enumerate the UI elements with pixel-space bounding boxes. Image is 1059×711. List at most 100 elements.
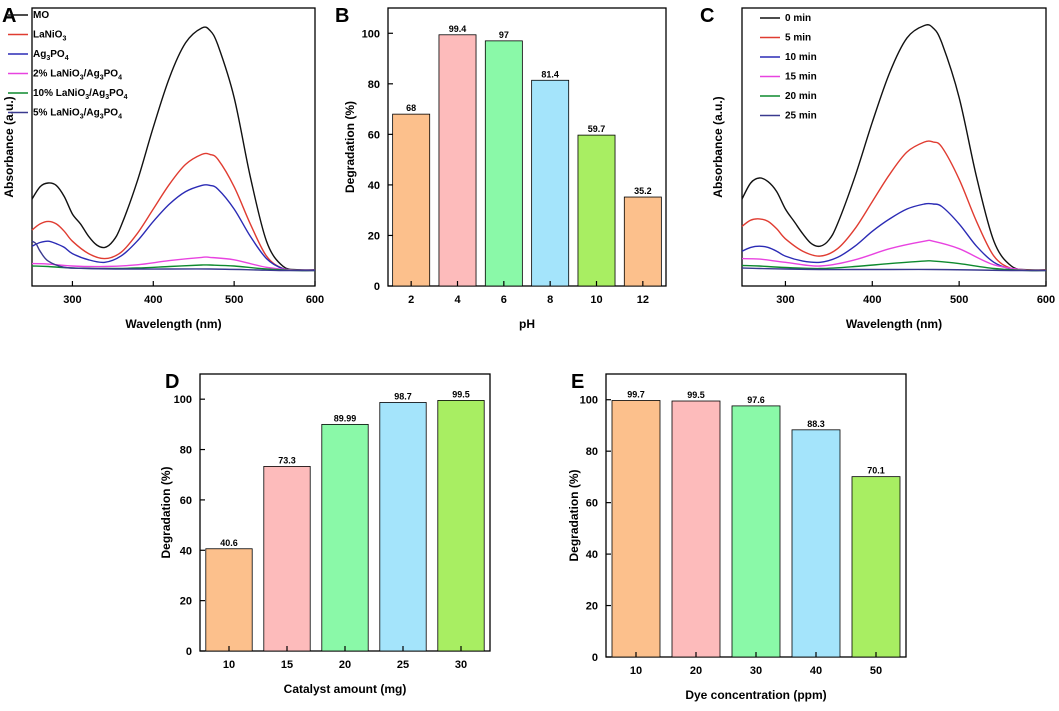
panel-c-x-tick-label: 300 <box>776 294 794 306</box>
panel-d-x-tick-label: 30 <box>455 659 467 671</box>
panel-d-x-tick-label: 20 <box>339 659 351 671</box>
panel-b-y-tick-label: 60 <box>368 129 380 141</box>
panel-c-series-line <box>741 239 1047 272</box>
panel-d-bar-value-label: 73.3 <box>278 455 296 465</box>
panel-d-x-tick-label: 10 <box>223 659 235 671</box>
panel-c-x-tick-label: 400 <box>863 294 881 306</box>
panel-e-y-tick-label: 20 <box>586 601 598 613</box>
legend-text: /Ag <box>89 88 105 99</box>
panel-e-bar-value-label: 99.5 <box>687 390 705 400</box>
panel-d-bar <box>263 466 311 652</box>
panel-a-frame <box>31 7 316 287</box>
panel-a-x-tick-label: 300 <box>63 294 81 306</box>
legend-text: 20 min <box>785 91 817 102</box>
panel-e-letter: E <box>571 371 584 393</box>
panel-b-bar-value-label: 81.4 <box>541 69 559 79</box>
legend-text: 5 min <box>785 33 811 44</box>
panel-d-bar <box>321 423 369 652</box>
panel-d-y-tick-label: 0 <box>186 646 192 658</box>
panel-a-legend-label: LaNiO3 <box>33 30 66 43</box>
panel-b-bar <box>577 134 616 287</box>
legend-text: PO <box>104 69 119 80</box>
panel-e-bar <box>851 476 901 658</box>
panel-b-letter: B <box>335 5 349 27</box>
legend-text: Ag <box>33 49 46 60</box>
legend-text: 0 min <box>785 13 811 24</box>
panel-b-frame <box>387 7 667 287</box>
panel-b-bar <box>438 34 477 287</box>
panel-e-y-tick-label: 40 <box>586 549 598 561</box>
panel-a-legend-label: 10% LaNiO3/Ag3PO4 <box>33 88 128 101</box>
panel-b-y-tick-label: 40 <box>368 180 380 192</box>
panel-b-bar-value-label: 99.4 <box>449 24 467 34</box>
panel-b-x-tick-label: 10 <box>590 294 602 306</box>
panel-a-legend-label: 2% LaNiO3/Ag3PO4 <box>33 69 122 82</box>
panel-c-letter: C <box>700 5 714 27</box>
panel-a-x-axis-title: Wavelength (nm) <box>125 317 221 331</box>
panel-b-bar-value-label: 35.2 <box>634 186 652 196</box>
panel-c-legend-label: 5 min <box>785 33 811 44</box>
legend-text: 10% LaNiO <box>33 88 85 99</box>
panel-e-x-tick-label: 50 <box>870 665 882 677</box>
panel-b-x-tick-label: 8 <box>547 294 553 306</box>
panel-b-y-tick-label: 100 <box>362 28 380 40</box>
legend-text: 25 min <box>785 111 817 122</box>
legend-subscript: 3 <box>46 55 50 62</box>
panel-d-bar-value-label: 89.99 <box>334 413 357 423</box>
panel-d-y-tick-label: 40 <box>180 545 192 557</box>
panel-c-series-line <box>741 140 1047 271</box>
panel-d-y-tick-label: 60 <box>180 495 192 507</box>
panel-b-y-tick-label: 20 <box>368 230 380 242</box>
panel-d-bar-value-label: 99.5 <box>452 389 470 399</box>
legend-text: 5% LaNiO <box>33 108 80 119</box>
panel-e-bar-value-label: 99.7 <box>627 389 645 399</box>
panel-b-y-axis-title: Degradation (%) <box>343 101 357 193</box>
panel-a-y-axis-title: Absorbance (a.u.) <box>2 96 16 197</box>
panel-e-bar <box>731 405 781 658</box>
panel-c-legend-label: 15 min <box>785 72 817 83</box>
panel-b-bar <box>484 40 523 287</box>
panel-e-bar-value-label: 88.3 <box>807 419 825 429</box>
panel-c-x-axis-title: Wavelength (nm) <box>846 317 942 331</box>
panel-d-bar-value-label: 40.6 <box>220 538 238 548</box>
panel-d-bar <box>205 548 253 652</box>
panel-c-series-line <box>741 267 1047 272</box>
panel-e-y-tick-label: 60 <box>586 498 598 510</box>
panel-d-bar-value-label: 98.7 <box>394 391 412 401</box>
legend-subscript: 3 <box>100 75 104 82</box>
panel-d-y-tick-label: 100 <box>174 394 192 406</box>
legend-text: PO <box>50 49 65 60</box>
panel-e-x-axis-title: Dye concentration (ppm) <box>685 688 826 702</box>
panel-e-y-tick-label: 80 <box>586 446 598 458</box>
panel-a-x-tick-label: 500 <box>225 294 243 306</box>
panel-c-legend-label: 25 min <box>785 111 817 122</box>
legend-text: 2% LaNiO <box>33 69 80 80</box>
panel-a-letter: A <box>2 5 16 27</box>
panel-e-x-tick-label: 40 <box>810 665 822 677</box>
panel-c-series-line <box>741 24 1047 271</box>
panel-a-series-line <box>31 26 316 271</box>
legend-subscript: 4 <box>65 55 69 62</box>
legend-text: PO <box>104 108 119 119</box>
panel-e-bar-value-label: 70.1 <box>867 466 885 476</box>
panel-a-series-line <box>31 256 316 272</box>
panel-d-letter: D <box>165 371 179 393</box>
legend-subscript: 3 <box>105 94 109 101</box>
panel-e-bar <box>791 429 841 658</box>
panel-b-y-tick-label: 80 <box>368 79 380 91</box>
legend-subscript: 3 <box>62 36 66 43</box>
legend-subscript: 3 <box>80 114 84 121</box>
legend-text: MO <box>33 10 49 21</box>
panel-d-x-tick-label: 25 <box>397 659 409 671</box>
panel-d-y-axis-title: Degradation (%) <box>159 466 173 558</box>
panel-e-x-tick-label: 20 <box>690 665 702 677</box>
panel-b-bar-value-label: 59.7 <box>588 124 606 134</box>
panel-b-bar <box>392 113 431 287</box>
panel-b-y-tick-label: 0 <box>374 281 380 293</box>
panel-e-x-tick-label: 30 <box>750 665 762 677</box>
panel-a-legend-label: Ag3PO4 <box>33 49 69 62</box>
panel-c-legend-label: 10 min <box>785 52 817 63</box>
panel-b-bar-value-label: 97 <box>499 30 509 40</box>
panel-a-series-line <box>31 184 316 271</box>
